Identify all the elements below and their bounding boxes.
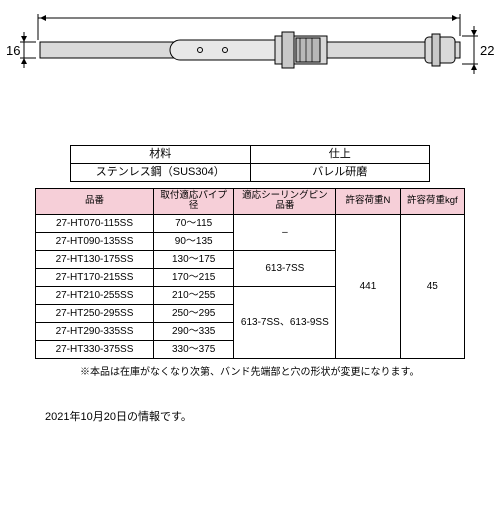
- table-cell: 27-HT130-175SS: [36, 250, 154, 268]
- right-dim-text: 22: [480, 43, 494, 58]
- table-cell: 27-HT090-135SS: [36, 232, 154, 250]
- tables-container: 材料 仕上 ステンレス鋼（SUS304） バレル研磨 品番 取付適応パイプ径 適…: [35, 145, 465, 378]
- table-cell: 27-HT330-375SS: [36, 340, 154, 358]
- table-cell: 170～215: [153, 268, 233, 286]
- spec-header-loadn: 許容荷重N: [336, 189, 400, 215]
- material-table: 材料 仕上 ステンレス鋼（SUS304） バレル研磨: [70, 145, 430, 182]
- spec-header-loadkgf: 許容荷重kgf: [400, 189, 464, 215]
- table-cell: 330～375: [153, 340, 233, 358]
- table-cell: 70～115: [153, 214, 233, 232]
- pin-top: –: [234, 214, 336, 250]
- spec-header-pn: 品番: [36, 189, 154, 215]
- table-cell: 210～255: [153, 286, 233, 304]
- table-cell: 27-HT250-295SS: [36, 304, 154, 322]
- table-cell: 130～175: [153, 250, 233, 268]
- table-cell: 250～295: [153, 304, 233, 322]
- mat-header-finish: 仕上: [250, 146, 430, 164]
- table-cell: 290～335: [153, 322, 233, 340]
- load-n: 441: [336, 214, 400, 358]
- note-text: ※本品は在庫がなくなり次第、バンド先端部と穴の形状が変更になります。: [80, 363, 465, 378]
- table-cell: 27-HT210-255SS: [36, 286, 154, 304]
- spec-header-dia: 取付適応パイプ径: [153, 189, 233, 215]
- dimension-diagram: 16 22: [0, 10, 500, 110]
- table-cell: 27-HT290-335SS: [36, 322, 154, 340]
- mat-value-material: ステンレス鋼（SUS304）: [71, 164, 251, 182]
- mat-header-material: 材料: [71, 146, 251, 164]
- load-kgf: 45: [400, 214, 464, 358]
- pin-bot: 613-7SS、613-9SS: [234, 286, 336, 358]
- table-cell: 27-HT070-115SS: [36, 214, 154, 232]
- pin-mid: 613-7SS: [234, 250, 336, 286]
- table-cell: 27-HT170-215SS: [36, 268, 154, 286]
- left-dim-text: 16: [6, 43, 20, 58]
- mat-value-finish: バレル研磨: [250, 164, 430, 182]
- spec-header-pin: 適応シーリングピン品番: [234, 189, 336, 215]
- footer-date: 2021年10月20日の情報です。: [45, 408, 500, 424]
- spec-table: 品番 取付適応パイプ径 適応シーリングピン品番 許容荷重N 許容荷重kgf 27…: [35, 188, 465, 359]
- table-cell: 90～135: [153, 232, 233, 250]
